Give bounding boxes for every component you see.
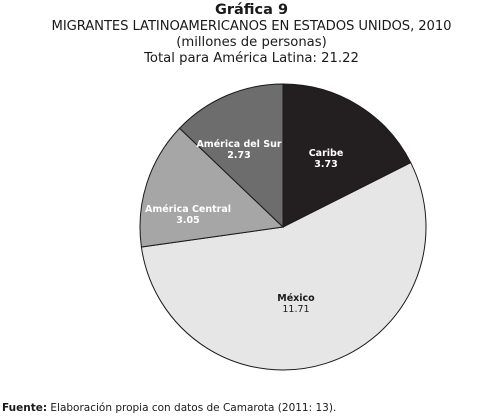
slice-label-caribe: Caribe bbox=[309, 148, 344, 159]
source-prefix: Fuente: bbox=[2, 402, 48, 414]
chart-titles: Gráfica 9 MIGRANTES LATINOAMERICANOS EN … bbox=[0, 2, 503, 67]
pie-slice-caribe bbox=[282, 83, 412, 228]
figure-number: Gráfica 9 bbox=[214, 2, 289, 18]
slice-label-américa-del-sur: América del Sur bbox=[196, 139, 281, 150]
slice-value-caribe: 3.73 bbox=[314, 159, 337, 170]
pie-slice-méxico bbox=[140, 162, 427, 371]
slice-value-américa-central: 3.05 bbox=[176, 215, 199, 226]
slice-label-américa-central: América Central bbox=[145, 204, 231, 215]
slice-value-américa-del-sur: 2.73 bbox=[227, 150, 250, 161]
source-note: Fuente: Elaboración propia con datos de … bbox=[2, 402, 336, 414]
slice-value-méxico: 11.71 bbox=[282, 304, 309, 315]
source-text: Elaboración propia con datos de Camarota… bbox=[47, 402, 337, 414]
slice-label-méxico: México bbox=[277, 293, 315, 304]
chart-total: Total para América Latina: 21.22 bbox=[144, 51, 359, 66]
chart-title: MIGRANTES LATINOAMERICANOS EN ESTADOS UN… bbox=[51, 19, 452, 34]
chart-subtitle: (millones de personas) bbox=[176, 35, 327, 50]
pie-slice-américa-del-sur bbox=[178, 83, 284, 229]
pie-slice-américa-central bbox=[139, 127, 285, 248]
